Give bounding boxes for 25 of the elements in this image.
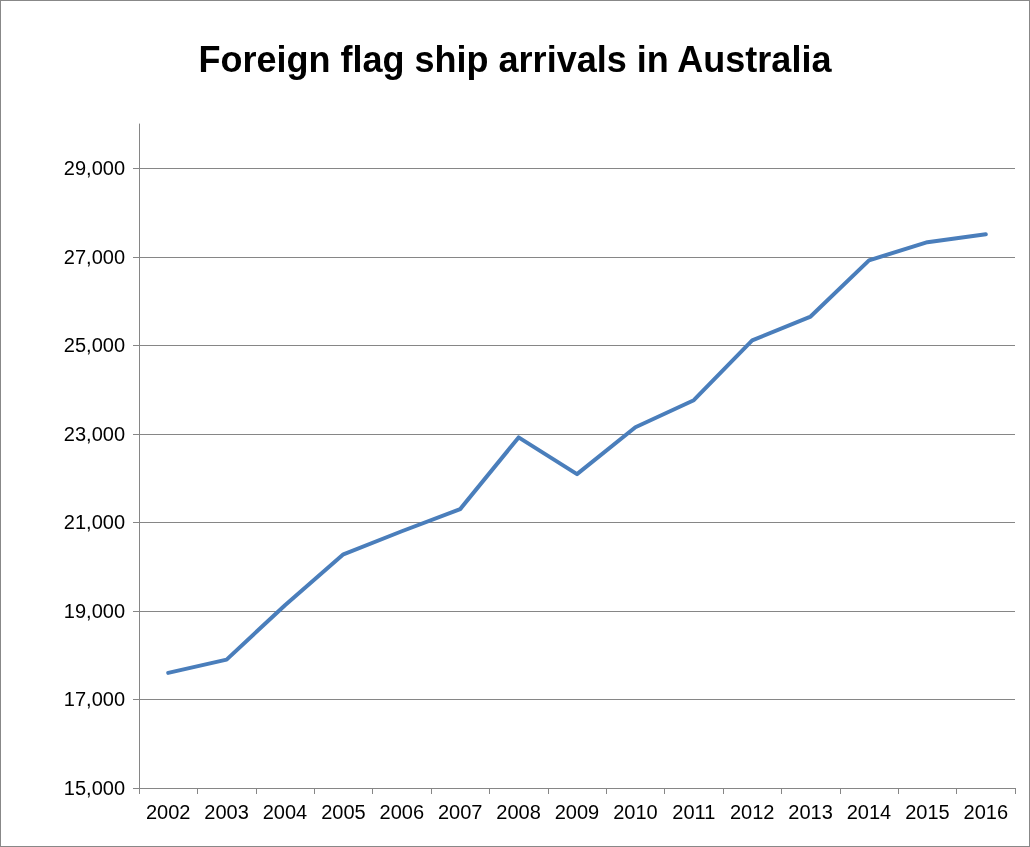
x-tick-label: 2004 xyxy=(262,801,308,823)
x-tick-label: 2009 xyxy=(554,801,600,823)
x-tick-label: 2008 xyxy=(496,801,541,823)
line-series xyxy=(166,232,988,675)
y-tick-label: 17,000 xyxy=(63,688,125,711)
y-tick-label: 23,000 xyxy=(63,422,125,445)
x-tick-label: 2012 xyxy=(729,801,775,823)
x-tick-label: 2010 xyxy=(613,801,658,823)
x-tick-label: 2015 xyxy=(905,801,950,823)
x-tick-label: 2007 xyxy=(437,801,483,823)
x-tick-label: 2013 xyxy=(788,801,833,823)
y-tick-label: 27,000 xyxy=(63,245,125,268)
x-tick-label: 2016 xyxy=(963,801,1009,823)
y-tick-label: 19,000 xyxy=(63,599,125,622)
y-tick-label: 15,000 xyxy=(63,777,125,799)
x-tick-label: 2002 xyxy=(145,801,191,823)
x-tick-label: 2011 xyxy=(672,801,716,823)
chart-title: Foreign flag ship arrivals in Australia xyxy=(198,38,833,80)
x-tick-label: 2006 xyxy=(379,801,425,823)
y-tick-label: 29,000 xyxy=(63,157,125,180)
y-tick-label: 25,000 xyxy=(63,334,125,357)
x-tick-label: 2005 xyxy=(321,801,366,823)
x-tick-label: 2014 xyxy=(846,801,892,823)
x-tick-label: 2003 xyxy=(204,801,249,823)
y-tick-label: 21,000 xyxy=(63,511,125,534)
